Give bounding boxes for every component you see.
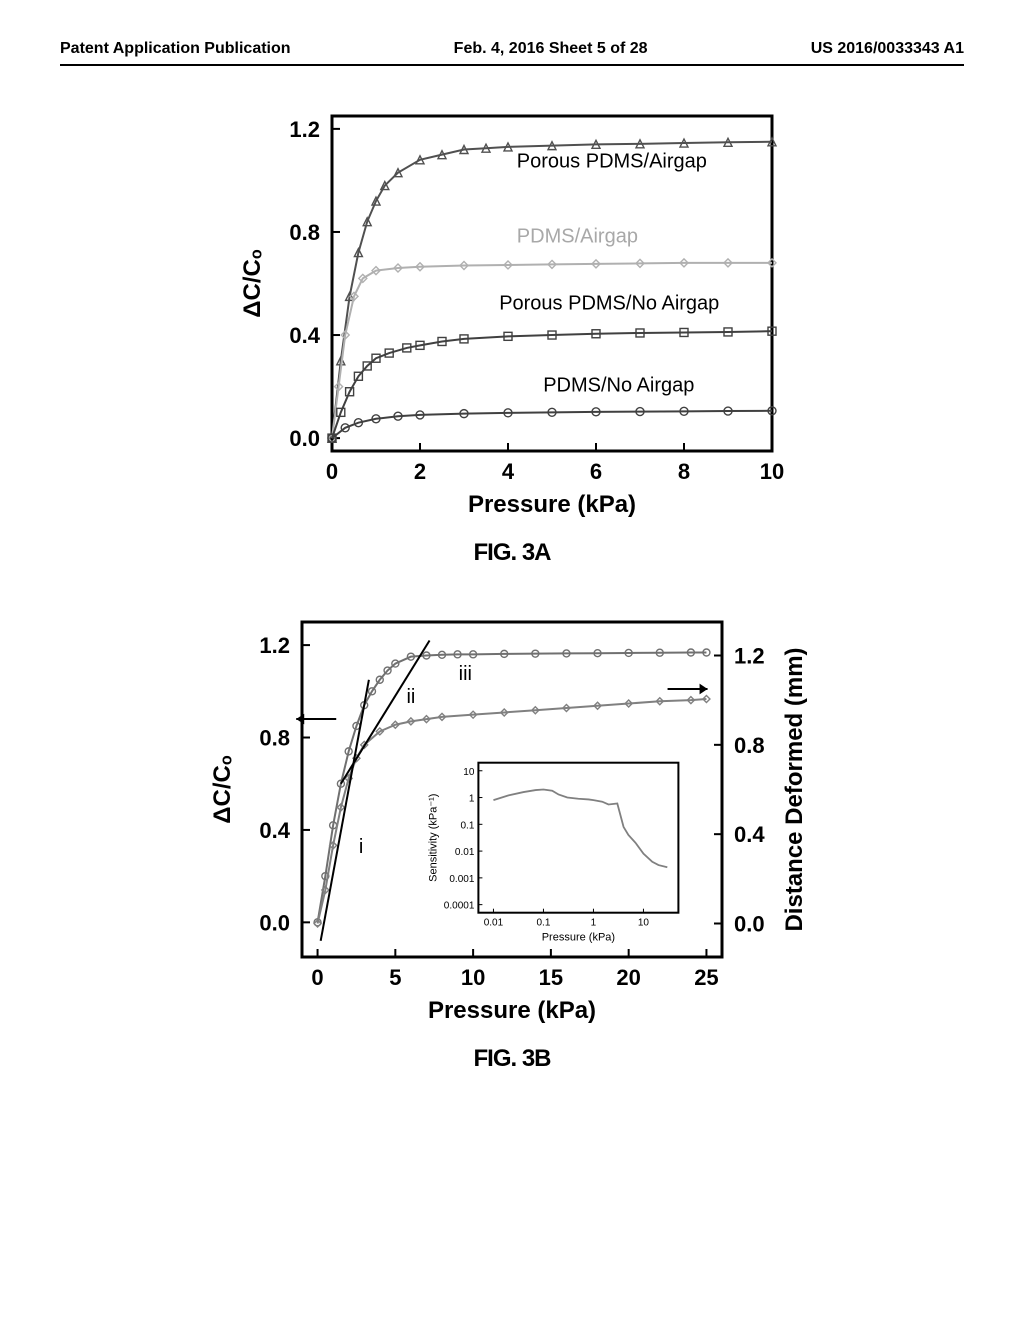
svg-text:0.8: 0.8 bbox=[289, 220, 320, 245]
header-center: Feb. 4, 2016 Sheet 5 of 28 bbox=[454, 40, 648, 58]
svg-text:Sensitivity (kPa⁻¹): Sensitivity (kPa⁻¹) bbox=[427, 794, 439, 882]
svg-text:0.8: 0.8 bbox=[259, 726, 290, 751]
svg-text:1: 1 bbox=[469, 794, 475, 805]
svg-text:0.0001: 0.0001 bbox=[444, 901, 475, 912]
svg-text:0.8: 0.8 bbox=[734, 733, 765, 758]
svg-text:Distance Deformed (mm): Distance Deformed (mm) bbox=[781, 647, 808, 931]
svg-text:0.01: 0.01 bbox=[455, 847, 475, 858]
svg-text:20: 20 bbox=[616, 965, 640, 990]
svg-text:1: 1 bbox=[591, 918, 597, 929]
svg-text:Pressure (kPa): Pressure (kPa) bbox=[468, 491, 636, 518]
svg-text:4: 4 bbox=[502, 459, 515, 484]
svg-text:0.001: 0.001 bbox=[449, 874, 474, 885]
svg-text:0.4: 0.4 bbox=[734, 822, 765, 847]
svg-text:0.0: 0.0 bbox=[734, 912, 765, 937]
svg-text:0.0: 0.0 bbox=[259, 910, 290, 935]
svg-text:1.2: 1.2 bbox=[259, 633, 290, 658]
svg-text:0.0: 0.0 bbox=[289, 426, 320, 451]
svg-text:0.4: 0.4 bbox=[259, 818, 290, 843]
svg-text:ii: ii bbox=[406, 686, 415, 708]
figure-3a-wrap: 0 2 4 6 8 10 0.0 0.4 0.8 1.2 Pressure (kPa) ΔC/Cₒ Po… bbox=[60, 96, 964, 567]
svg-text:0: 0 bbox=[311, 965, 323, 990]
svg-text:i: i bbox=[359, 836, 363, 858]
svg-text:15: 15 bbox=[539, 965, 563, 990]
svg-text:Pressure (kPa): Pressure (kPa) bbox=[542, 932, 615, 944]
svg-text:10: 10 bbox=[463, 767, 475, 778]
svg-text:10: 10 bbox=[461, 965, 485, 990]
svg-text:5: 5 bbox=[389, 965, 401, 990]
svg-text:PDMS/Airgap: PDMS/Airgap bbox=[517, 225, 638, 247]
header-left: Patent Application Publication bbox=[60, 40, 291, 58]
svg-text:10: 10 bbox=[638, 918, 650, 929]
svg-text:0.1: 0.1 bbox=[536, 918, 550, 929]
svg-text:0.1: 0.1 bbox=[460, 820, 474, 831]
svg-text:0.4: 0.4 bbox=[289, 323, 320, 348]
svg-text:ΔC/Cₒ: ΔC/Cₒ bbox=[209, 755, 236, 824]
svg-text:PDMS/No Airgap: PDMS/No Airgap bbox=[543, 375, 694, 397]
svg-text:0.01: 0.01 bbox=[484, 918, 504, 929]
svg-text:10: 10 bbox=[760, 459, 784, 484]
svg-text:6: 6 bbox=[590, 459, 602, 484]
svg-text:Porous PDMS/No Airgap: Porous PDMS/No Airgap bbox=[499, 292, 719, 314]
figure-3b-label: FIG. 3B bbox=[473, 1045, 550, 1073]
svg-text:Pressure (kPa): Pressure (kPa) bbox=[428, 997, 596, 1024]
header-right: US 2016/0033343 A1 bbox=[811, 40, 964, 58]
svg-text:8: 8 bbox=[678, 459, 690, 484]
figure-3b-chart: 0 5 10 15 20 25 0.0 0.0 0.4 0.4 0.8 0.8 1.2 1.2 Pressu… bbox=[202, 602, 822, 1037]
svg-text:1.2: 1.2 bbox=[734, 644, 765, 669]
svg-text:1.2: 1.2 bbox=[289, 117, 320, 142]
svg-text:Porous PDMS/Airgap: Porous PDMS/Airgap bbox=[517, 151, 707, 173]
svg-text:25: 25 bbox=[694, 965, 718, 990]
figure-3b-wrap: 0 5 10 15 20 25 0.0 0.0 0.4 0.4 0.8 0.8 1.2 1.2 Pressu… bbox=[60, 602, 964, 1073]
svg-text:iii: iii bbox=[459, 663, 472, 685]
svg-text:0: 0 bbox=[326, 459, 338, 484]
figure-3a-chart: 0 2 4 6 8 10 0.0 0.4 0.8 1.2 Pressure (kPa) ΔC/Cₒ Po… bbox=[232, 96, 792, 531]
svg-text:ΔC/Cₒ: ΔC/Cₒ bbox=[239, 249, 266, 318]
svg-text:2: 2 bbox=[414, 459, 426, 484]
figure-3a-label: FIG. 3A bbox=[473, 539, 550, 567]
patent-header: Patent Application Publication Feb. 4, 2… bbox=[60, 40, 964, 66]
